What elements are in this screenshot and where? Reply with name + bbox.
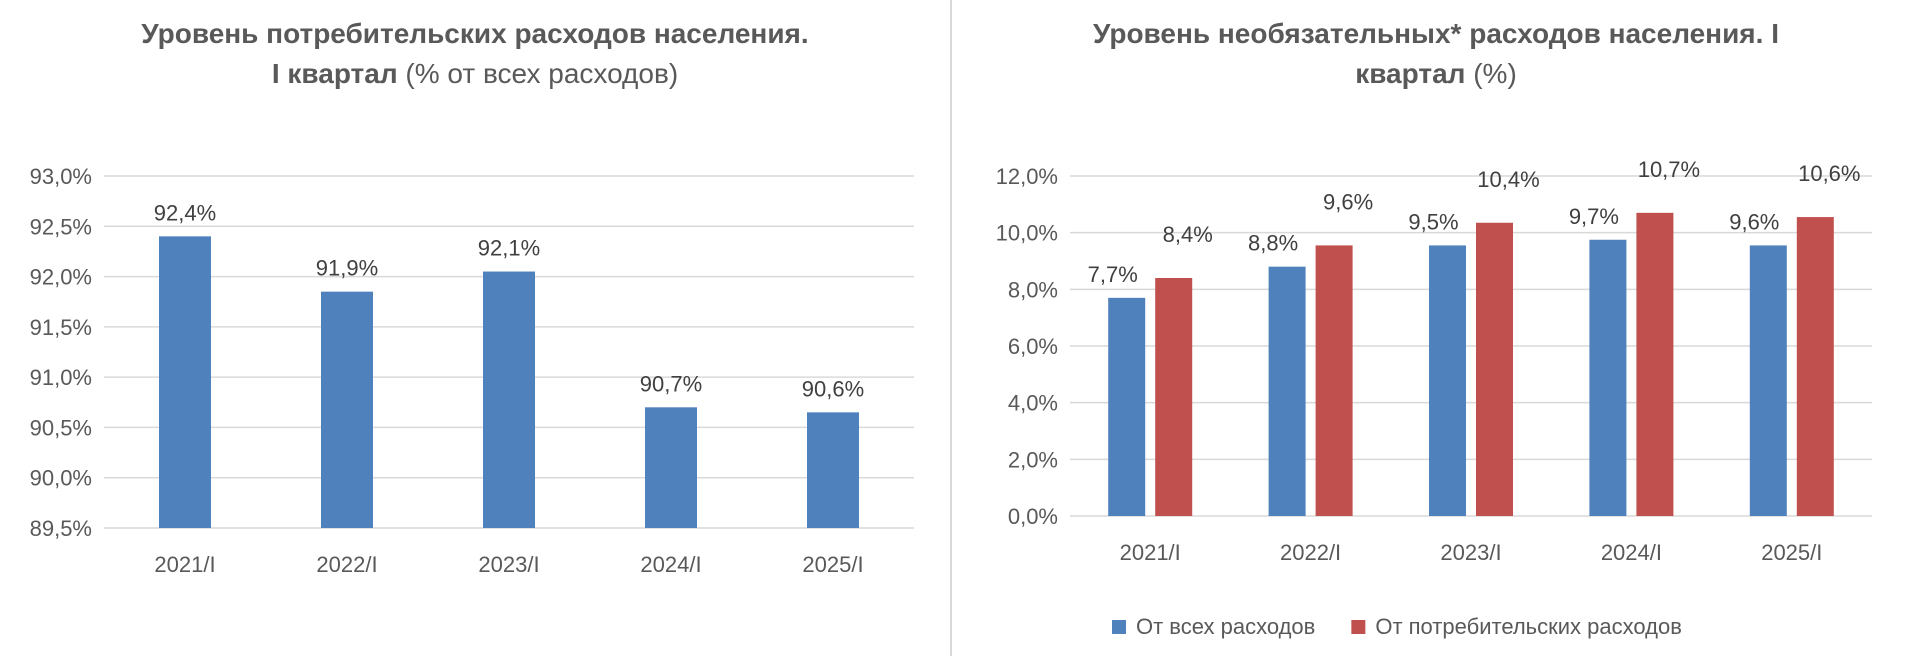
data-label: 8,4% — [1163, 222, 1213, 247]
panel-divider — [950, 0, 952, 656]
data-label: 10,6% — [1798, 161, 1860, 186]
y-tick-label: 8,0% — [1008, 277, 1058, 302]
title-line-1: Уровень потребительских расходов населен… — [141, 18, 809, 49]
legend-label: От потребительских расходов — [1375, 614, 1682, 639]
consumer-spending-chart: Уровень потребительских расходов населен… — [0, 0, 950, 656]
bar — [1155, 278, 1193, 516]
bar — [1796, 217, 1834, 517]
bar — [1589, 239, 1627, 516]
optional-spending-chart: Уровень необязательных* расходов населен… — [952, 0, 1920, 656]
bar — [1108, 297, 1146, 516]
data-label: 90,7% — [640, 371, 702, 396]
bar — [1315, 245, 1353, 516]
x-tick-label: 2022/I — [1280, 540, 1341, 565]
y-tick-label: 92,5% — [30, 214, 92, 239]
x-tick-label: 2021/I — [154, 552, 215, 577]
bar — [321, 291, 373, 528]
y-tick-label: 89,5% — [30, 516, 92, 541]
x-tick-label: 2024/I — [1601, 540, 1662, 565]
data-label: 91,9% — [316, 256, 378, 281]
bar — [483, 271, 535, 528]
x-tick-label: 2025/I — [1761, 540, 1822, 565]
y-tick-label: 93,0% — [30, 164, 92, 189]
bar — [1749, 245, 1787, 516]
x-tick-label: 2025/I — [802, 552, 863, 577]
title-line-2-normal: (%) — [1473, 58, 1517, 89]
x-tick-label: 2023/I — [1440, 540, 1501, 565]
x-tick-label: 2022/I — [316, 552, 377, 577]
bar-chart-svg: 89,5% 90,0% 90,5% 91,0% 91,5% 92,0% 92,5% 93,0%… — [30, 164, 914, 577]
chart-title: Уровень необязательных* расходов населен… — [952, 14, 1920, 94]
data-label: 9,6% — [1729, 209, 1779, 234]
y-tick-label: 90,0% — [30, 466, 92, 491]
y-tick-label: 90,5% — [30, 415, 92, 440]
legend-label: От всех расходов — [1136, 614, 1315, 639]
data-label: 92,1% — [478, 236, 540, 261]
title-line-2-normal: (% от всех расходов) — [405, 58, 679, 89]
x-tick-label: 2023/I — [478, 552, 539, 577]
title-line-2-bold: квартал — [1355, 58, 1466, 89]
bar — [1476, 222, 1513, 516]
legend-swatch — [1112, 620, 1126, 634]
bar — [1636, 212, 1674, 517]
data-label: 10,7% — [1638, 157, 1700, 182]
grouped-bar-chart-svg: 0,0% 2,0% 4,0% 6,0% 8,0% 10,0% 12,0% 2021/I 7,7%… — [996, 157, 1872, 639]
y-tick-label: 2,0% — [1008, 447, 1058, 472]
data-label: 90,6% — [802, 376, 864, 401]
title-line-2-bold: I квартал — [271, 58, 398, 89]
data-label: 10,4% — [1477, 167, 1539, 192]
data-label: 7,7% — [1088, 262, 1138, 287]
title-line-1: Уровень необязательных* расходов населен… — [1093, 18, 1779, 49]
y-tick-label: 91,5% — [30, 315, 92, 340]
bar — [645, 407, 697, 528]
x-tick-label: 2021/I — [1120, 540, 1181, 565]
data-label: 92,4% — [154, 200, 216, 225]
legend-swatch — [1351, 620, 1366, 634]
bar — [807, 412, 859, 528]
data-label: 9,7% — [1569, 204, 1619, 229]
y-tick-label: 10,0% — [996, 221, 1058, 246]
y-tick-label: 0,0% — [1008, 504, 1058, 529]
bar — [1429, 245, 1466, 516]
y-tick-label: 92,0% — [30, 265, 92, 290]
bar — [159, 236, 211, 529]
x-tick-label: 2024/I — [640, 552, 701, 577]
y-tick-label: 91,0% — [30, 365, 92, 390]
data-label: 9,5% — [1408, 209, 1458, 234]
chart-title: Уровень потребительских расходов населен… — [0, 14, 950, 94]
data-label: 8,8% — [1248, 231, 1298, 256]
y-tick-label: 6,0% — [1008, 334, 1058, 359]
data-label: 9,6% — [1323, 189, 1373, 214]
y-tick-label: 4,0% — [1008, 391, 1058, 416]
y-tick-label: 12,0% — [996, 164, 1058, 189]
bar — [1268, 266, 1306, 516]
